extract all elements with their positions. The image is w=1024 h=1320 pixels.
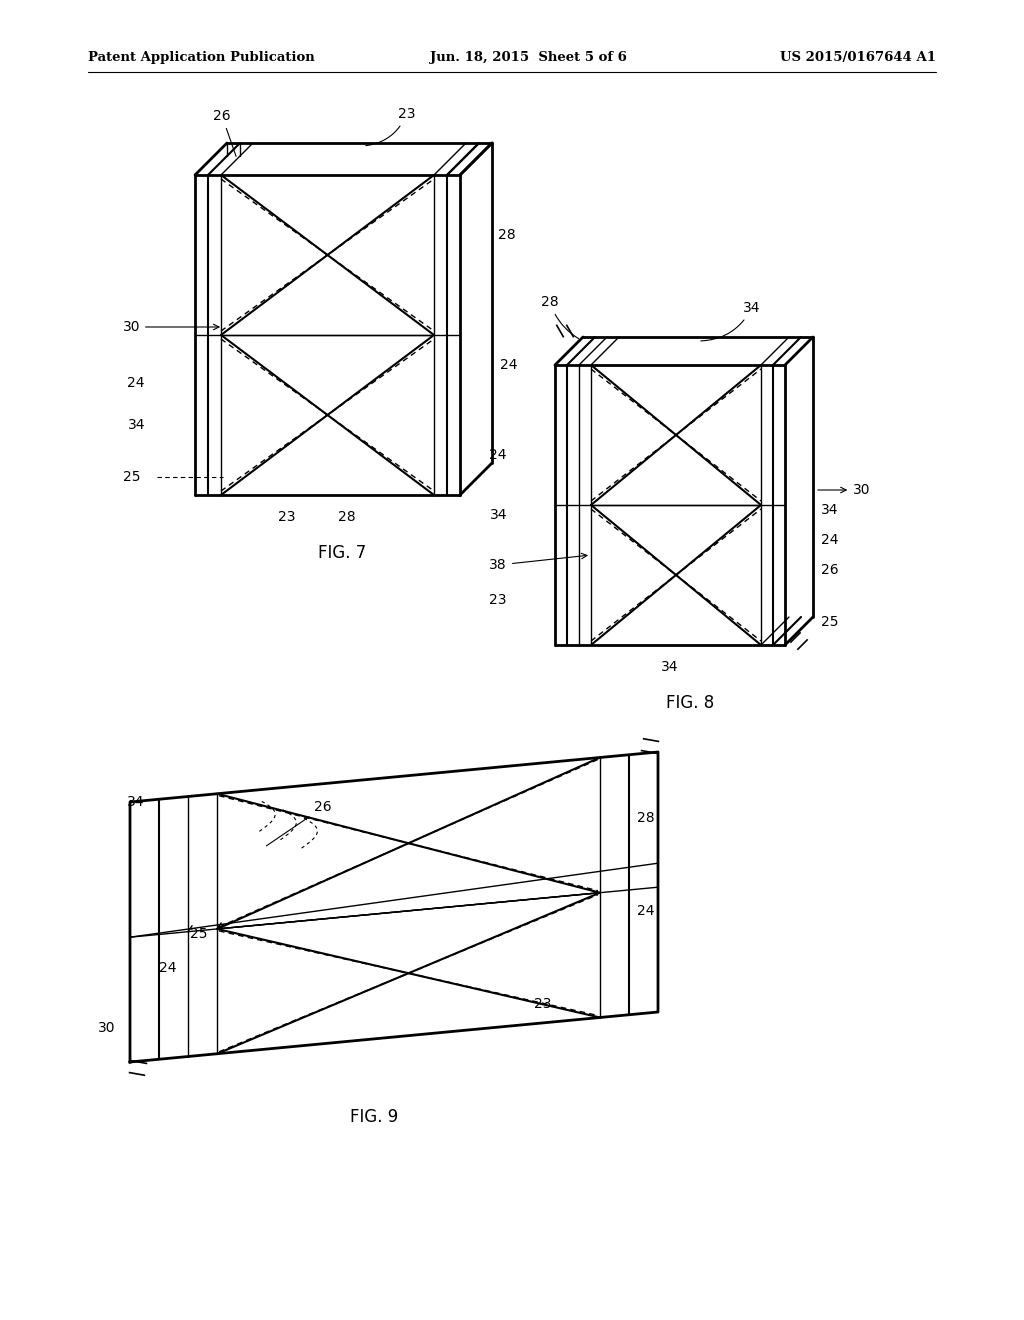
Text: 34: 34 [489,508,507,521]
Text: 24: 24 [128,376,145,389]
Text: 34: 34 [662,660,679,675]
Text: 28: 28 [498,228,516,242]
Text: FIG. 7: FIG. 7 [317,544,367,562]
Text: 23: 23 [279,510,296,524]
Text: 28: 28 [637,810,654,825]
Text: FIG. 9: FIG. 9 [350,1107,398,1126]
Text: 28: 28 [542,294,579,339]
Text: 34: 34 [128,418,145,432]
Text: 23: 23 [489,593,507,607]
Text: 28: 28 [338,510,355,524]
Text: 30: 30 [123,319,219,334]
Text: 38: 38 [489,553,587,572]
Text: 24: 24 [637,904,654,917]
Text: 34: 34 [821,503,839,517]
Text: 26: 26 [213,110,237,156]
Text: 26: 26 [821,564,839,577]
Text: 23: 23 [366,107,416,145]
Text: 24: 24 [159,961,176,974]
Text: FIG. 8: FIG. 8 [666,694,714,711]
Text: 25: 25 [123,470,140,484]
Text: 30: 30 [97,1020,115,1035]
Text: 30: 30 [818,483,870,498]
Text: 25: 25 [821,615,839,630]
Text: 26: 26 [266,800,332,846]
Text: 24: 24 [489,447,507,462]
Text: US 2015/0167644 A1: US 2015/0167644 A1 [780,51,936,65]
Text: 34: 34 [127,795,144,809]
Text: 24: 24 [500,358,517,372]
Text: Patent Application Publication: Patent Application Publication [88,51,314,65]
Text: 23: 23 [534,997,552,1011]
Text: 34: 34 [700,301,761,341]
Text: 25: 25 [189,927,207,941]
Text: 24: 24 [821,533,839,546]
Text: Jun. 18, 2015  Sheet 5 of 6: Jun. 18, 2015 Sheet 5 of 6 [430,51,627,65]
